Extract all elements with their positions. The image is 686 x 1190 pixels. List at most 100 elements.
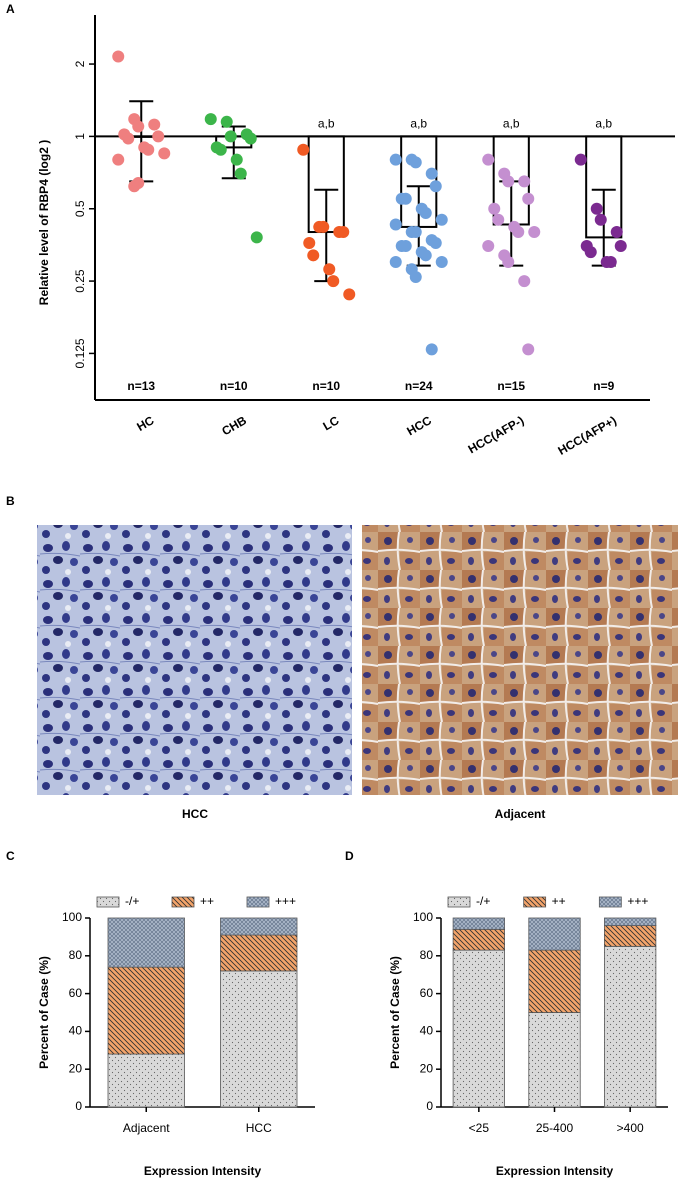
data-point: [152, 130, 165, 143]
y-tick-label: 80: [69, 948, 83, 962]
data-point: [522, 192, 535, 205]
data-point: [425, 167, 438, 180]
bar-pattern: [528, 918, 581, 951]
x-tick-label: HCC(AFP+): [556, 413, 619, 458]
data-point: [389, 256, 402, 269]
data-point: [220, 115, 233, 128]
significance: a,b: [410, 117, 427, 131]
y-axis-label: Relative level of RBP4 (log2 ): [37, 140, 51, 305]
x-tick-label: HCC(AFP-): [466, 413, 527, 456]
data-point: [482, 239, 495, 252]
data-point: [590, 202, 603, 215]
x-tick-label: CHB: [219, 413, 249, 438]
data-point: [610, 226, 623, 239]
bar-pattern: [108, 918, 185, 968]
x-tick-label: HCC: [246, 1121, 272, 1135]
legend-pattern: [172, 897, 194, 907]
y-tick-label: 40: [420, 1024, 434, 1038]
y-tick-label: 0.25: [73, 269, 87, 293]
y-tick-label: 0.5: [73, 200, 87, 217]
data-point: [224, 130, 237, 143]
bar-pattern: [453, 929, 505, 951]
x-tick-label: 25-400: [536, 1121, 574, 1135]
data-point: [343, 288, 356, 301]
y-tick-label: 40: [69, 1024, 83, 1038]
hcc-image: [37, 525, 352, 795]
n-label: n=10: [220, 379, 248, 393]
legend-pattern: [523, 897, 546, 907]
data-point: [230, 153, 243, 166]
data-point: [327, 275, 340, 288]
data-point: [502, 256, 515, 269]
bar-pattern: [528, 1012, 581, 1107]
legend-label: +++: [627, 894, 648, 908]
y-tick-label: 0: [75, 1099, 82, 1113]
bar-pattern: [604, 946, 656, 1107]
data-point: [419, 206, 432, 219]
data-point: [234, 167, 247, 180]
data-point: [317, 220, 330, 233]
data-point: [518, 175, 531, 188]
legend-label: -/+: [476, 894, 490, 908]
data-point: [502, 175, 515, 188]
data-point: [435, 213, 448, 226]
y-tick-label: 0: [426, 1099, 433, 1113]
data-point: [409, 270, 422, 283]
bar-pattern: [604, 918, 656, 926]
bar-pattern: [604, 925, 656, 947]
legend-pattern: [247, 897, 269, 907]
significance: a,b: [503, 117, 520, 131]
n-label: n=15: [497, 379, 525, 393]
significance: a,b: [595, 117, 612, 131]
data-point: [132, 176, 145, 189]
data-point: [303, 237, 316, 250]
bar-pattern: [528, 950, 581, 1013]
y-tick-label: 80: [420, 948, 434, 962]
y-tick-label: 100: [62, 910, 82, 924]
legend-pattern: [97, 897, 119, 907]
data-point: [250, 231, 263, 244]
significance: a,b: [318, 117, 335, 131]
n-label: n=24: [405, 379, 433, 393]
data-point: [518, 275, 531, 288]
legend-label: -/+: [125, 894, 139, 908]
data-point: [204, 113, 217, 126]
data-point: [425, 343, 438, 356]
data-point: [399, 239, 412, 252]
data-point: [584, 246, 597, 259]
bar-pattern: [108, 1054, 185, 1107]
y-tick-label: 1: [73, 133, 87, 140]
image-caption: Adjacent: [495, 807, 546, 821]
data-point: [409, 156, 422, 169]
panel-label: A: [6, 2, 15, 16]
data-point: [132, 120, 145, 133]
data-point: [122, 132, 135, 145]
bar-pattern: [220, 935, 297, 971]
n-label: n=13: [127, 379, 155, 393]
data-point: [142, 143, 155, 156]
data-point: [492, 213, 505, 226]
data-point: [574, 153, 587, 166]
n-label: n=10: [312, 379, 340, 393]
x-tick-label: HC: [134, 413, 156, 434]
bar-pattern: [220, 970, 297, 1107]
data-point: [435, 256, 448, 269]
image-caption: HCC: [182, 807, 208, 821]
x-tick-label: >400: [617, 1121, 644, 1135]
data-point: [323, 263, 336, 276]
y-tick-label: 100: [413, 910, 433, 924]
y-tick-label: 0.125: [73, 338, 87, 368]
bar-pattern: [108, 967, 185, 1055]
data-point: [112, 50, 125, 63]
panel-label: D: [345, 849, 354, 863]
data-point: [594, 213, 607, 226]
legend-label: ++: [200, 894, 214, 908]
data-point: [399, 192, 412, 205]
data-point: [614, 239, 627, 252]
data-point: [337, 226, 350, 239]
x-axis-label: Expression Intensity: [144, 1164, 262, 1178]
data-point: [389, 153, 402, 166]
data-point: [148, 118, 161, 131]
data-point: [488, 202, 501, 215]
